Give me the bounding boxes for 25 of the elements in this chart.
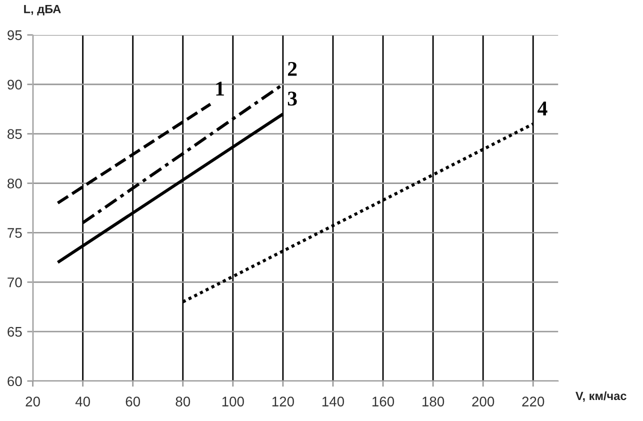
x-tick-label: 220 bbox=[522, 396, 544, 406]
y-tick-label: 80 bbox=[8, 178, 22, 188]
x-tick-label: 200 bbox=[472, 396, 494, 406]
y-tick-label: 85 bbox=[8, 129, 22, 139]
x-tick-label: 20 bbox=[26, 396, 40, 406]
y-tick-label: 60 bbox=[8, 376, 22, 386]
x-tick-label: 120 bbox=[272, 396, 294, 406]
series-label: 4 bbox=[538, 102, 548, 116]
y-tick-label: 75 bbox=[8, 228, 22, 238]
series-label: 1 bbox=[216, 82, 224, 96]
x-tick-label: 80 bbox=[176, 396, 190, 406]
x-tick-label: 160 bbox=[372, 396, 394, 406]
y-tick-label: 65 bbox=[8, 326, 22, 337]
y-tick-label: 70 bbox=[8, 277, 22, 288]
x-tick-label: 140 bbox=[322, 396, 344, 406]
y-axis-title: L, дБА bbox=[24, 4, 61, 16]
x-tick-label: 60 bbox=[126, 396, 140, 406]
x-tick-label: 180 bbox=[422, 396, 444, 406]
y-tick-label: 90 bbox=[8, 80, 22, 90]
y-tick-label: 95 bbox=[8, 30, 22, 40]
x-axis-title: V, км/час bbox=[576, 391, 626, 402]
series-label: 3 bbox=[288, 92, 297, 106]
x-tick-label: 40 bbox=[75, 396, 90, 406]
series-label: 2 bbox=[288, 62, 297, 76]
x-tick-label: 100 bbox=[222, 396, 244, 406]
